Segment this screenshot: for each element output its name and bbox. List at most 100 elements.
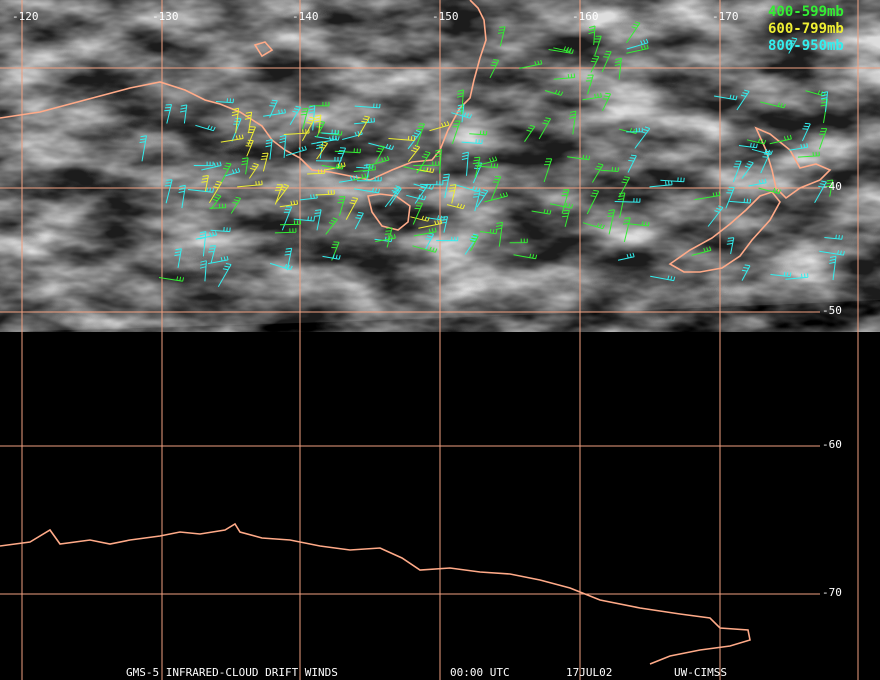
wind-barb: [426, 215, 446, 221]
wind-barb: [215, 98, 234, 104]
wind-barb: [416, 167, 435, 173]
wind-barb: [410, 215, 430, 222]
wind-barb: [223, 167, 241, 177]
wind-barb: [634, 126, 651, 149]
wind-barb: [691, 246, 712, 256]
wind-barb: [569, 110, 577, 135]
wind-barb: [413, 183, 435, 190]
wind-barb: [741, 160, 754, 179]
legend-entry: 600-799mb: [768, 21, 844, 37]
wind-barb: [337, 196, 346, 216]
wind-barb: [210, 227, 231, 233]
wind-barb: [315, 190, 335, 196]
island-coast: [253, 41, 274, 58]
wind-barb: [368, 156, 390, 166]
wind-barb: [199, 231, 207, 257]
latitude-label: -40: [822, 180, 842, 193]
wind-barb: [582, 92, 602, 101]
wind-barb: [553, 46, 572, 53]
wind-barb: [607, 209, 615, 235]
wind-barb: [353, 165, 376, 172]
wind-barb: [285, 145, 307, 156]
wind-barb: [626, 127, 643, 133]
wind-barb: [284, 247, 293, 271]
wind-barb: [582, 222, 605, 230]
wind-barb: [208, 255, 229, 265]
wind-barb: [139, 135, 147, 162]
wind-barb: [338, 175, 358, 183]
tasmania-coast: [367, 193, 411, 231]
wind-barb: [614, 198, 641, 203]
wind-barb: [785, 273, 809, 280]
wind-barb: [210, 194, 222, 210]
wind-barb: [420, 180, 444, 186]
wind-barb: [618, 176, 631, 198]
wind-barb: [509, 238, 528, 244]
wind-barb: [283, 128, 310, 135]
wind-barb: [453, 183, 481, 193]
wind-barb: [413, 227, 437, 237]
longitude-label: -130: [152, 10, 179, 23]
latitude-label: -50: [822, 304, 842, 317]
wind-barb: [321, 163, 344, 170]
wind-barb: [760, 150, 771, 174]
wind-barb: [301, 116, 316, 141]
wind-barb: [418, 219, 443, 229]
wind-barb: [388, 135, 416, 141]
wind-barb: [354, 211, 364, 230]
wind-barb: [208, 180, 223, 204]
wind-barb: [475, 163, 499, 169]
longitude-label: -140: [292, 10, 319, 23]
wind-barb: [490, 176, 502, 201]
wind-barb: [209, 203, 227, 209]
wind-barb: [269, 262, 293, 271]
wind-barb: [707, 205, 724, 227]
wind-barb: [600, 167, 620, 172]
wind-barb: [316, 120, 326, 138]
wind-barb: [263, 108, 286, 117]
wind-barb: [406, 194, 427, 201]
wind-barb: [729, 198, 752, 204]
wind-barb: [818, 128, 828, 150]
legend-entry: 800-950mb: [768, 38, 844, 54]
wind-barb: [412, 202, 424, 225]
wind-barb: [479, 228, 498, 235]
wind-barb: [416, 151, 431, 174]
wind-barb: [626, 38, 649, 50]
wind-barb: [269, 99, 278, 118]
australia-coast: [0, 0, 487, 181]
wind-barb: [342, 130, 363, 140]
wind-barb: [321, 129, 339, 135]
footer-text: UW-CIMSS: [674, 666, 727, 679]
wind-barb: [544, 89, 564, 96]
wind-barb: [436, 236, 459, 242]
wind-barb: [593, 35, 602, 56]
longitude-label: -120: [12, 10, 39, 23]
wind-barb: [562, 209, 570, 228]
wind-barb: [265, 139, 273, 160]
longitude-label: -150: [432, 10, 459, 23]
wind-barb: [354, 103, 381, 109]
wind-barb: [244, 111, 253, 134]
wind-barb: [567, 154, 591, 161]
wind-barb: [814, 180, 827, 203]
wind-barb: [442, 173, 450, 199]
wind-barb: [274, 184, 283, 205]
wind-barb: [179, 104, 188, 124]
wind-barb: [601, 50, 612, 73]
wind-barb: [748, 178, 767, 187]
wind-barb: [725, 186, 735, 209]
coastlines: [0, 0, 832, 665]
wind-barb: [478, 156, 498, 166]
wind-barb: [553, 73, 576, 80]
wind-barb: [738, 142, 758, 149]
wind-barb: [543, 158, 553, 183]
wind-barb: [248, 162, 259, 179]
legend-entry: 400-599mb: [768, 4, 844, 20]
wind-barb: [188, 187, 214, 193]
wind-barb: [414, 183, 428, 204]
wind-barb: [820, 91, 829, 112]
